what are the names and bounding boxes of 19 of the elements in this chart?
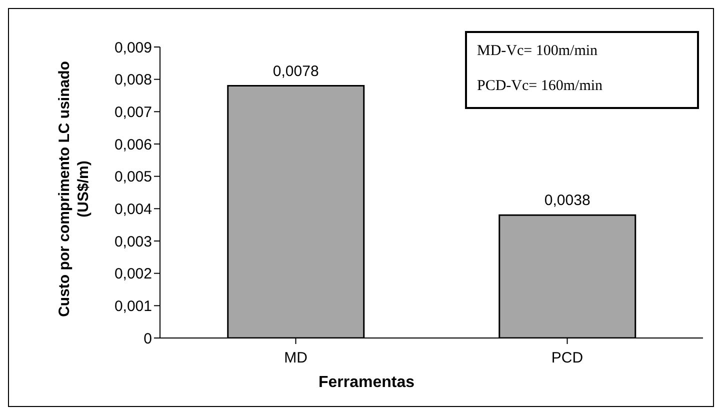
y-tick-label: 0,001 — [114, 298, 152, 315]
y-tick-label: 0,006 — [114, 136, 152, 154]
y-tick-label: 0,003 — [114, 233, 152, 250]
x-axis-title: Ferramentas — [318, 374, 416, 392]
y-tick-label: 0,008 — [114, 72, 152, 89]
y-axis-title: Custo por comprimento LC usinado (US$/m) — [55, 60, 93, 319]
y-tick-label: 0,004 — [114, 200, 152, 218]
x-tick-label: PCD — [551, 350, 584, 367]
data-label: 0,0078 — [272, 62, 319, 80]
note-box: MD-Vc= 100m/min PCD-Vc= 160m/min — [465, 31, 699, 109]
x-tick-label: MD — [284, 350, 308, 367]
annotation: MD-Vc= 100m/min — [477, 43, 599, 60]
y-tick-label: 0,002 — [114, 266, 152, 283]
data-label: 0,0038 — [544, 192, 590, 210]
y-tick-label: 0,009 — [114, 39, 152, 56]
y-tick-label: 0 — [144, 330, 152, 348]
annotation: PCD-Vc= 160m/min — [477, 78, 604, 95]
y-tick-label: 0,007 — [114, 104, 152, 121]
y-tick-label: 0,005 — [114, 168, 152, 186]
